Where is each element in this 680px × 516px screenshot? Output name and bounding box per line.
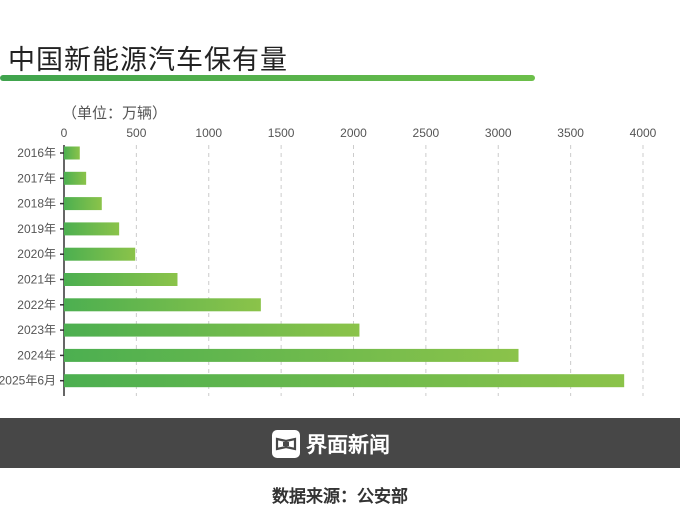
y-tick-label: 2016年 bbox=[17, 146, 56, 160]
data-source: 数据来源：公安部 bbox=[272, 487, 408, 507]
bar-4 bbox=[64, 247, 136, 261]
y-tick-label: 2018年 bbox=[17, 197, 56, 211]
x-tick-label: 0 bbox=[61, 126, 68, 140]
chart-title: 中国新能源汽车保有量 bbox=[8, 45, 288, 76]
brand-name: 界面新闻 bbox=[306, 433, 390, 457]
brand-logo-icon bbox=[272, 430, 300, 458]
x-tick-label: 4000 bbox=[630, 126, 657, 140]
y-tick-label: 2020年 bbox=[17, 247, 56, 261]
bar-8 bbox=[64, 348, 519, 362]
title-underline bbox=[0, 75, 535, 81]
bar-1 bbox=[64, 171, 87, 185]
x-tick-label: 1500 bbox=[268, 126, 295, 140]
bar-2 bbox=[64, 197, 102, 211]
y-tick-label: 2023年 bbox=[17, 323, 56, 337]
x-tick-label: 3500 bbox=[557, 126, 584, 140]
bar-7 bbox=[64, 323, 360, 337]
y-tick-label: 2022年 bbox=[17, 298, 56, 312]
bar-6 bbox=[64, 298, 261, 312]
x-tick-label: 3000 bbox=[485, 126, 512, 140]
bar-9 bbox=[64, 374, 625, 388]
x-tick-label: 500 bbox=[126, 126, 146, 140]
x-tick-label: 1000 bbox=[195, 126, 222, 140]
unit-label: （单位：万辆） bbox=[62, 104, 168, 122]
x-tick-label: 2000 bbox=[340, 126, 367, 140]
bar-5 bbox=[64, 273, 178, 286]
y-tick-label: 2021年 bbox=[17, 273, 56, 287]
bar-3 bbox=[64, 222, 120, 236]
bar-0 bbox=[64, 146, 80, 160]
y-tick-label: 2025年6月 bbox=[0, 374, 56, 388]
y-tick-label: 2017年 bbox=[17, 171, 56, 185]
x-tick-label: 2500 bbox=[413, 126, 440, 140]
footer-band bbox=[0, 418, 680, 468]
y-tick-label: 2024年 bbox=[17, 348, 56, 362]
y-tick-label: 2019年 bbox=[17, 222, 56, 236]
bar-chart: 0 500 1000 1500 2000 2500 3000 3500 4000 2016年 201… bbox=[0, 126, 657, 396]
